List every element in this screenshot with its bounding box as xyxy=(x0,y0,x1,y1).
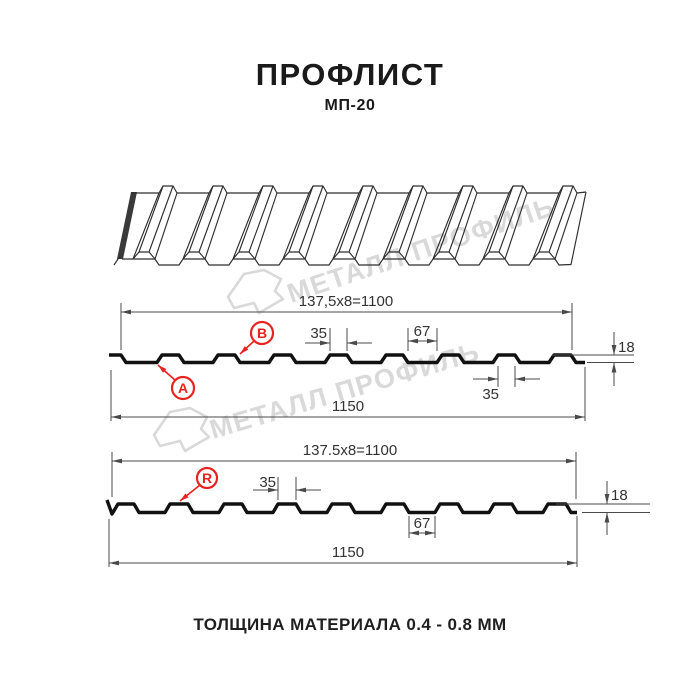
section2-overall-dimension: 1150 xyxy=(108,516,578,567)
point-b-marker: B xyxy=(239,320,275,355)
thickness-note: ТОЛЩИНА МАТЕРИАЛА 0.4 - 0.8 ММ xyxy=(193,615,507,634)
section2-rib-top-dimension: 35 xyxy=(253,474,321,500)
cross-section-1: 137,5x8=1100 35 67 18 xyxy=(109,293,635,421)
reverse-side-label: R xyxy=(202,470,212,486)
section1-rib-bottom-dimension: 35 xyxy=(473,366,540,403)
section2-overall-label: 1150 xyxy=(332,544,364,561)
sheet-near-edge xyxy=(122,191,587,266)
page-title: ПРОФЛИСТ xyxy=(255,57,445,92)
point-a-label: A xyxy=(178,380,188,396)
point-b-label: B xyxy=(257,325,267,341)
section1-profile-line xyxy=(109,353,585,365)
section1-coverage-dimension: 137,5x8=1100 xyxy=(120,293,573,350)
section2-rib-top-label: 35 xyxy=(259,474,276,491)
section2-coverage-label: 137.5x8=1100 xyxy=(303,442,397,459)
section2-coverage-dimension: 137.5x8=1100 xyxy=(111,442,577,499)
section2-valley-label: 67 xyxy=(414,515,431,532)
page-subtitle: МП-20 xyxy=(324,97,376,114)
section1-valley-label: 67 xyxy=(414,323,431,340)
sheet-far-edge xyxy=(131,185,587,194)
watermark-brand-text: МЕТАЛЛ ПРОФИЛЬ xyxy=(206,336,483,444)
cross-section-2: 137.5x8=1100 35 67 18 xyxy=(105,442,650,567)
profile-3d-view xyxy=(113,185,587,266)
section1-height-dimension: 18 xyxy=(552,332,635,386)
point-a-marker: A xyxy=(157,364,196,401)
section1-rib-bottom-label: 35 xyxy=(482,386,499,403)
section1-overall-label: 1150 xyxy=(332,398,364,415)
section2-height-dimension: 18 xyxy=(556,481,650,535)
watermark-brand-text: МЕТАЛЛ ПРОФИЛЬ xyxy=(283,191,558,308)
section1-coverage-label: 137,5x8=1100 xyxy=(299,293,393,310)
section1-rib-top-label: 35 xyxy=(310,325,327,342)
section1-overall-dimension: 1150 xyxy=(110,367,586,421)
section2-height-label: 18 xyxy=(611,487,628,504)
section1-rib-top-dimension: 35 xyxy=(305,325,372,351)
sheet-rib-lines xyxy=(132,185,578,260)
section2-valley-dimension: 67 xyxy=(408,515,436,538)
metall-profil-logo-icon xyxy=(226,268,285,315)
section2-profile-line xyxy=(105,499,577,516)
sheet-left-edge xyxy=(117,192,137,259)
section1-valley-dimension: 67 xyxy=(407,323,438,351)
reverse-side-marker: R xyxy=(179,466,219,502)
watermark-2: МЕТАЛЛ ПРОФИЛЬ xyxy=(152,336,484,453)
metall-profil-logo-icon xyxy=(152,406,211,453)
section1-height-label: 18 xyxy=(618,339,635,356)
